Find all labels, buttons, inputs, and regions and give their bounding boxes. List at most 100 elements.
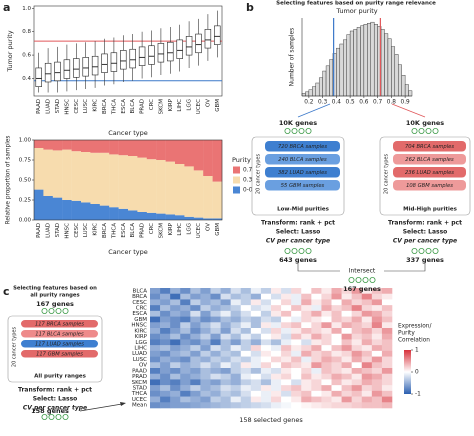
heatmap-cell [301, 368, 312, 375]
heatmap-cell [381, 288, 393, 295]
bar-segment [193, 140, 204, 171]
connector [297, 263, 340, 272]
bar-segment [137, 212, 147, 220]
sample-pill [265, 141, 340, 152]
heatmap-cell [180, 379, 191, 386]
heatmap-cell [260, 373, 272, 380]
x-tick-label: SKCM [158, 223, 164, 239]
row-label: PAAD [132, 368, 147, 374]
x-tick-label: SKCM [158, 99, 164, 115]
heatmap-cell [321, 333, 332, 340]
heatmap-cell [291, 288, 302, 295]
x-tick-label: PAAD [36, 99, 42, 114]
heatmap-cell [180, 390, 191, 397]
heatmap-cell [281, 333, 292, 340]
heatmap-cell [210, 328, 221, 335]
histogram-bar [315, 82, 320, 97]
bar-segment [81, 140, 91, 152]
heatmap-cell [200, 396, 211, 403]
heatmap-cell [160, 310, 171, 317]
box [101, 53, 108, 73]
heatmap-cell [331, 288, 342, 295]
box [148, 45, 155, 65]
y-tick-label: 0.00 [19, 218, 32, 224]
gene-icon [48, 307, 55, 314]
heatmap-cell [200, 310, 211, 317]
heatmap-cell [371, 373, 383, 380]
heatmap-cell [250, 333, 262, 340]
heatmap-cell [190, 350, 201, 357]
arrow-head [120, 402, 126, 406]
heatmap-cell [311, 333, 322, 340]
heatmap-cell [260, 328, 272, 335]
heatmap-cell [371, 305, 383, 312]
heatmap-cell [321, 316, 332, 323]
y-tick-label: 0.50 [19, 178, 32, 184]
sample-pill [393, 167, 466, 178]
bar-segment [146, 159, 157, 213]
y-axis-label: Tumor purity [6, 30, 14, 72]
row-label: LUSC [133, 357, 147, 363]
sample-pill [21, 350, 98, 358]
row-label: PRAD [132, 374, 147, 380]
heatmap-cell [160, 368, 171, 375]
heatmap-cell [150, 316, 161, 323]
heatmap-cell [180, 316, 191, 323]
gene-icon [291, 247, 298, 254]
heatmap-cell [250, 356, 262, 363]
gene-icon [411, 247, 418, 254]
heatmap-cell [150, 328, 161, 335]
histogram-bar [325, 65, 330, 97]
heatmap-cell [190, 305, 201, 312]
heatmap-cell [371, 390, 383, 397]
bar-segment [175, 140, 185, 164]
box [214, 25, 221, 45]
heatmap-cell [240, 390, 252, 397]
box [54, 61, 61, 82]
heatmap-cell [240, 350, 252, 357]
heatmap-cell [361, 339, 373, 346]
x-tick-label: HNSC [64, 223, 70, 239]
sample-label: 108 GBM samples [406, 183, 453, 189]
heatmap-cell [180, 288, 191, 295]
heatmap-cell [220, 328, 231, 335]
heatmap-cell [260, 362, 272, 369]
gene-icon [369, 276, 376, 283]
histogram-bar [349, 30, 354, 97]
bar-segment [62, 149, 72, 200]
heatmap-cell [331, 328, 342, 335]
box [44, 62, 52, 83]
heatmap-cell [180, 339, 191, 346]
heatmap-cell [311, 396, 322, 403]
heatmap-cell [190, 288, 201, 295]
heatmap-cell [260, 305, 272, 312]
gene-icon [425, 247, 432, 254]
heatmap-cell [271, 310, 282, 317]
heatmap-cell [220, 339, 231, 346]
gene-icon [284, 127, 291, 134]
bar-segment [137, 140, 147, 158]
heatmap-cell [321, 288, 332, 295]
gene-count: 643 genes [279, 256, 317, 264]
x-tick-label: GBM [215, 99, 221, 112]
heatmap-cell [180, 362, 191, 369]
heatmap-cell [381, 293, 393, 300]
x-tick-label: 0.6 [359, 100, 369, 106]
heatmap-cell [240, 316, 252, 323]
histogram-bar [404, 84, 409, 97]
heatmap-cell [260, 322, 272, 329]
heatmap-cell [240, 322, 252, 329]
heatmap-cell [150, 402, 161, 409]
heatmap-cell [291, 293, 302, 300]
heatmap-cell [200, 322, 211, 329]
bar-segment [184, 216, 194, 220]
bar-segment [90, 140, 100, 153]
heatmap-cell [311, 339, 322, 346]
gene-icon [432, 127, 439, 134]
y-tick-label: 0.25 [19, 198, 32, 204]
heatmap-cell [291, 356, 302, 363]
heatmap-cell [371, 333, 383, 340]
gene-icon [62, 413, 69, 420]
heatmap-cell [260, 356, 272, 363]
heatmap-cell [291, 345, 302, 352]
